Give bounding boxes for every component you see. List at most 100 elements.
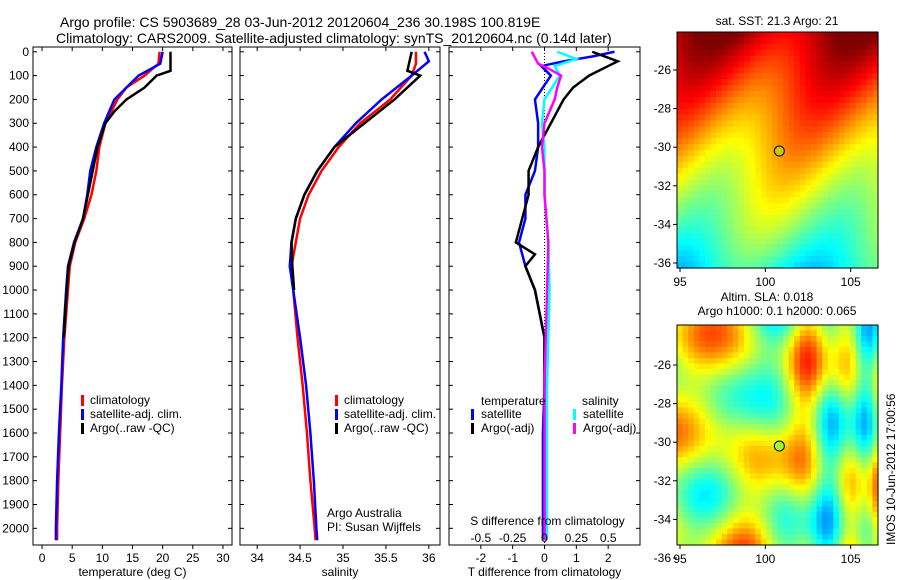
map-cell [704, 501, 712, 508]
map-cell [721, 468, 728, 475]
map-cell [850, 132, 857, 139]
map-cell [783, 61, 790, 68]
map-cell [833, 363, 840, 370]
map-cell [850, 61, 857, 68]
map-cell [732, 114, 740, 122]
map-cell [827, 374, 834, 381]
map-cell [677, 126, 684, 133]
map-cell [716, 120, 723, 127]
map-cell [872, 91, 879, 98]
map-cell [693, 490, 700, 497]
map-cell [799, 446, 807, 453]
map-cell [749, 479, 756, 486]
map-cell [827, 462, 834, 469]
map-cell [799, 407, 807, 414]
map-cell [799, 262, 807, 269]
map-cell [732, 191, 740, 198]
map-cell [861, 468, 868, 475]
map-cell [783, 347, 790, 354]
y-tick-label: 1600 [2, 426, 29, 440]
map-cell [688, 457, 695, 464]
map-cell [744, 490, 751, 497]
map-cell [805, 67, 812, 74]
map-cell [866, 244, 874, 251]
map-cell [677, 369, 684, 376]
map-cell [827, 114, 834, 122]
map-cell [827, 173, 834, 181]
map-cell [744, 96, 751, 104]
map-cell [844, 336, 851, 343]
map-cell [755, 132, 762, 139]
map-cell [693, 108, 700, 116]
map-cell [744, 197, 751, 204]
map-cell [704, 191, 712, 198]
map-cell [716, 396, 723, 403]
map-cell [777, 517, 784, 524]
map-cell [861, 517, 868, 524]
map-cell [850, 126, 857, 133]
map-cell [861, 96, 868, 104]
map-cell [688, 440, 695, 447]
map-cell [805, 424, 812, 431]
map-cell [866, 363, 874, 370]
map-cell [688, 506, 695, 513]
map-y-tick-label: -32 [654, 474, 672, 488]
map-cell [833, 534, 840, 541]
map-cell [777, 490, 784, 497]
map-cell [727, 528, 734, 535]
map-cell [766, 161, 773, 169]
map-cell [766, 495, 773, 502]
map-cell [727, 462, 734, 469]
map-cell [688, 32, 695, 39]
map-cell [760, 517, 767, 524]
map-cell [866, 173, 874, 181]
map-cell [816, 114, 823, 122]
map-cell [827, 67, 834, 74]
map-cell [788, 238, 795, 245]
map-cell [732, 457, 740, 464]
map-cell [816, 179, 823, 186]
map-cell [855, 457, 862, 464]
map-cell [721, 256, 728, 263]
map-cell [805, 173, 812, 181]
map-cell [688, 468, 695, 475]
map-cell [872, 352, 879, 359]
map-cell [844, 457, 851, 464]
map-cell [760, 173, 767, 181]
map-cell [822, 161, 829, 169]
map-cell [771, 539, 779, 546]
map-cell [777, 173, 784, 181]
map-cell [738, 96, 745, 104]
map-cell [716, 203, 723, 210]
map-cell [755, 424, 762, 431]
map-cell [699, 250, 706, 257]
map-cell [799, 341, 807, 348]
map-cell [777, 369, 784, 376]
map-cell [688, 336, 695, 343]
map-cell [783, 352, 790, 359]
map-cell [794, 506, 801, 513]
map-cell [827, 209, 834, 216]
map-cell [844, 108, 851, 116]
map-cell [749, 539, 756, 546]
y-tick-label: 1500 [2, 402, 29, 416]
map-cell [788, 250, 795, 257]
map-cell [760, 155, 767, 163]
map-cell [732, 120, 740, 127]
map-cell [783, 407, 790, 414]
map-cell [866, 96, 874, 104]
map-cell [716, 43, 723, 51]
s-tick-label: 0.5 [600, 531, 617, 545]
map-cell [699, 501, 706, 508]
map-cell [811, 138, 818, 145]
map-cell [732, 374, 740, 381]
map-cell [850, 424, 857, 431]
map-cell [738, 43, 745, 51]
map-cell [716, 73, 723, 80]
map-cell [710, 358, 717, 365]
map-cell [866, 369, 874, 376]
map-cell [682, 517, 689, 524]
map-cell [677, 506, 684, 513]
map-cell [760, 120, 767, 127]
